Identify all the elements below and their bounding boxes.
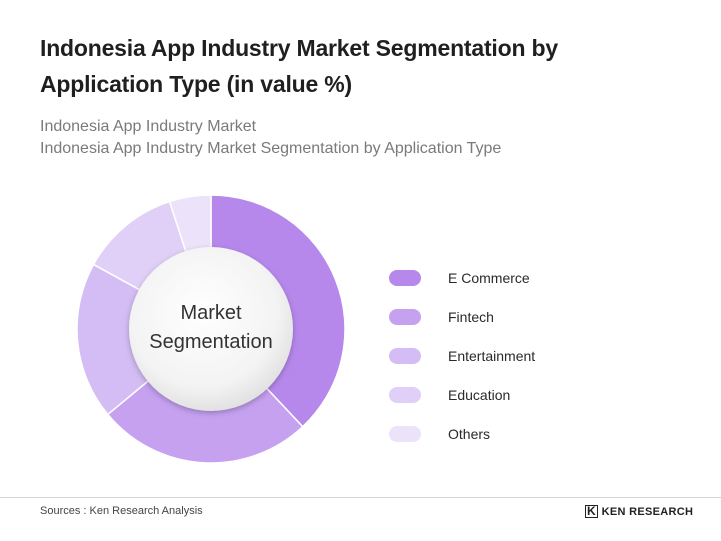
subtitle-line-2: Indonesia App Industry Market Segmentati…: [40, 140, 502, 157]
brand-logo: K KEN RESEARCH: [585, 505, 693, 518]
subtitle-line-1: Indonesia App Industry Market: [40, 118, 257, 135]
legend-item-fintech: Fintech: [389, 306, 494, 328]
brand-mark-icon: K: [585, 504, 598, 518]
legend-label: E Commerce: [448, 270, 530, 286]
legend-item-entertainment: Entertainment: [389, 345, 535, 367]
legend-label: Fintech: [448, 309, 494, 325]
legend-swatch: [389, 309, 421, 325]
center-label-line-1: Market: [180, 302, 242, 324]
brand-name: KEN RESEARCH: [601, 505, 694, 518]
chart-subtitle: Indonesia App Industry Market Indonesia …: [40, 116, 501, 160]
legend-item-others: Others: [389, 423, 490, 445]
donut-center: [129, 247, 293, 411]
legend-label: Entertainment: [448, 348, 536, 364]
legend-swatch: [389, 348, 421, 364]
center-label-line-2: Segmentation: [149, 331, 272, 353]
legend-item-e-commerce: E Commerce: [389, 267, 530, 289]
source-note: Sources : Ken Research Analysis: [40, 505, 203, 517]
donut-chart: Market Segmentation: [76, 194, 346, 464]
legend-label: Others: [448, 426, 491, 442]
donut-slices: [76, 194, 346, 464]
legend-item-education: Education: [389, 384, 510, 406]
legend-label: Education: [448, 387, 511, 403]
footer-divider: [0, 497, 721, 498]
legend-swatch: [389, 426, 421, 442]
legend-swatch: [389, 270, 421, 286]
legend-swatch: [389, 387, 421, 403]
chart-title: Indonesia App Industry Market Segmentati…: [40, 35, 558, 97]
